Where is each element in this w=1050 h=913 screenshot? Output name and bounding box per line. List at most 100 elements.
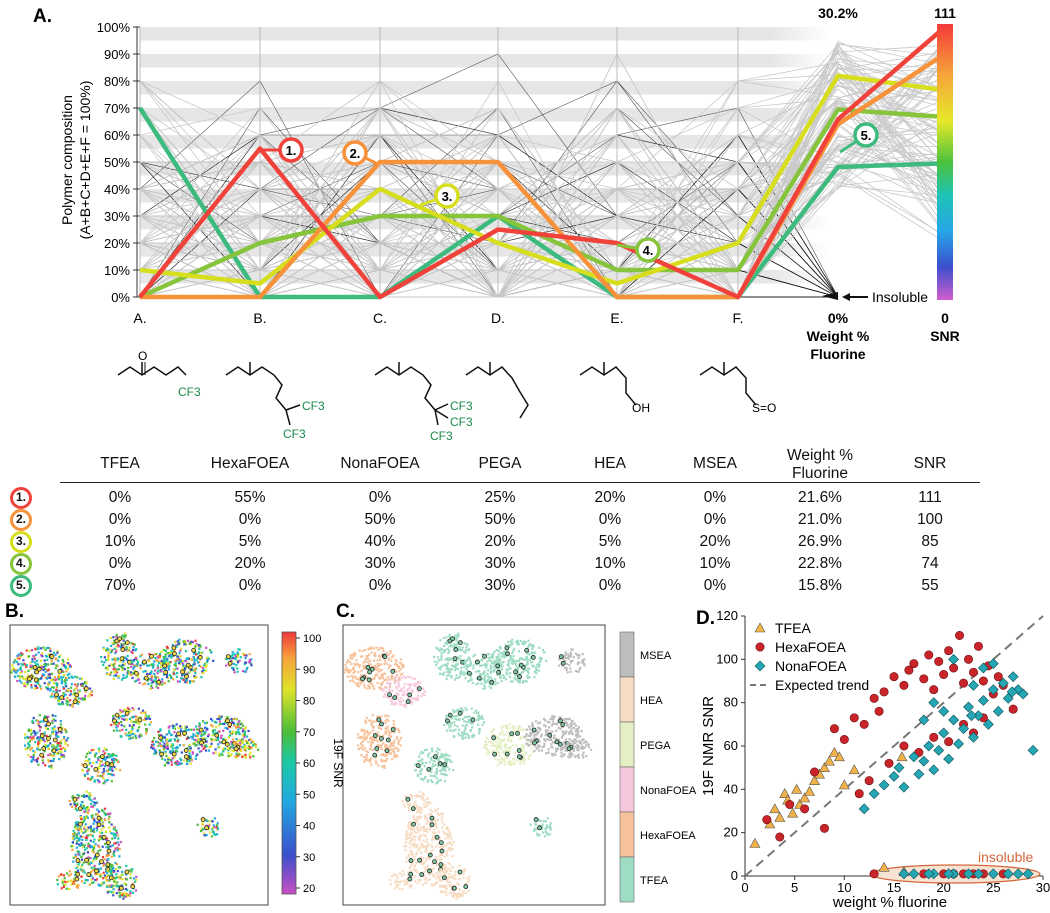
tsne-point-b — [107, 890, 110, 893]
tsne-point-b — [241, 652, 245, 655]
tsne-point-b — [241, 730, 244, 733]
tsne-point-c — [383, 754, 386, 757]
tsne-point-b — [40, 687, 43, 690]
tsne-point-b — [222, 729, 225, 732]
tsne-point-b — [177, 642, 180, 646]
tsne-point-b — [131, 676, 134, 680]
tsne-point-b — [85, 829, 88, 832]
tsne-point-b — [165, 738, 169, 741]
tsne-point-c — [533, 734, 536, 737]
tsne-highlight-b — [59, 695, 65, 700]
pc-badge-circle — [342, 140, 368, 166]
tsne-point-c — [349, 657, 352, 660]
tsne-point-c — [464, 726, 467, 729]
tsne-point-c — [355, 677, 358, 680]
tsne-point-b — [243, 748, 246, 751]
tsne-point-b — [67, 880, 70, 883]
tsne-point-c — [452, 660, 455, 663]
tsne-point-b — [174, 761, 178, 764]
colorbar-tick-label: 50 — [303, 789, 315, 801]
tsne-point-c — [547, 726, 551, 729]
tsne-point-b — [104, 666, 108, 670]
tsne-point-b — [86, 829, 89, 832]
tsne-highlight-b — [39, 752, 45, 758]
tsne-point-c — [527, 645, 530, 648]
tsne-point-c — [433, 660, 436, 663]
tsne-point-c — [483, 684, 486, 688]
tsne-point-b — [184, 643, 187, 646]
tsne-point-b — [203, 832, 206, 835]
tsne-point-c — [390, 752, 393, 755]
tsne-point-b — [110, 663, 113, 666]
tsne-point-c — [581, 658, 584, 662]
tsne-point-c — [412, 835, 415, 838]
tsne-point-c — [522, 658, 525, 661]
tsne-point-b — [127, 666, 130, 669]
tsne-point-c — [408, 833, 411, 836]
tsne-point-c — [445, 773, 448, 777]
tsne-point-c — [491, 678, 494, 681]
tsne-point-c — [522, 747, 525, 750]
tsne-point-b — [158, 749, 161, 752]
tsne-point-c — [515, 664, 518, 667]
tsne-point-b — [76, 837, 80, 840]
tsne-point-b — [252, 740, 255, 744]
tsne-point-b — [153, 752, 156, 755]
tsne-point-c — [544, 719, 547, 722]
tsne-point-b — [91, 850, 94, 853]
tsne-point-b — [112, 888, 115, 891]
tsne-point-b — [227, 747, 230, 750]
tsne-point-c — [420, 763, 424, 766]
tsne-point-c — [395, 687, 398, 690]
tsne-point-b — [33, 661, 37, 664]
tsne-point-c — [421, 692, 424, 696]
tsne-highlight-b — [124, 869, 130, 875]
tsne-point-c — [352, 671, 355, 675]
tsne-point-c — [425, 881, 428, 884]
tsne-point-b — [125, 658, 128, 661]
tsne-point-b — [239, 749, 243, 752]
tsne-point-b — [179, 655, 182, 658]
tsne-point-b — [203, 732, 206, 735]
tsne-point-b — [93, 867, 96, 870]
tsne-point-b — [123, 882, 126, 885]
tsne-point-c — [384, 745, 387, 749]
tsne-point-b — [104, 779, 107, 782]
tsne-point-c — [574, 730, 577, 733]
tsne-point-b — [235, 756, 238, 759]
tsne-point-c — [477, 732, 481, 735]
tsne-highlight-b — [96, 815, 102, 821]
tsne-point-b — [227, 736, 231, 739]
tsne-point-b — [168, 673, 171, 677]
tsne-point-c — [443, 823, 446, 826]
tsne-point-b — [210, 651, 213, 654]
tsne-point-c — [535, 668, 538, 672]
tsne-point-c — [403, 704, 407, 708]
tsne-point-b — [102, 782, 105, 785]
tsne-point-b — [244, 656, 247, 660]
tsne-point-b — [133, 665, 136, 669]
tsne-point-c — [439, 648, 443, 651]
tsne-highlight-c — [515, 730, 520, 736]
tsne-point-b — [158, 730, 161, 733]
tsne-point-b — [32, 749, 35, 752]
tsne-point-b — [81, 835, 84, 838]
tsne-point-c — [510, 726, 513, 730]
tsne-point-b — [103, 807, 107, 810]
tsne-point-c — [398, 685, 401, 688]
tsne-point-c — [445, 852, 448, 855]
tsne-point-b — [219, 736, 223, 740]
tsne-point-b — [207, 749, 211, 752]
tsne-point-b — [86, 772, 89, 775]
tsne-point-b — [182, 664, 185, 667]
tsne-point-c — [582, 738, 585, 741]
tsne-point-c — [387, 719, 390, 722]
tsne-point-c — [506, 738, 509, 741]
tsne-point-c — [457, 648, 460, 652]
tsne-point-b — [69, 873, 73, 876]
tsne-point-b — [179, 734, 182, 737]
tsne-point-b — [91, 805, 94, 808]
tsne-point-b — [235, 663, 238, 667]
tsne-point-c — [549, 717, 552, 721]
tsne-point-c — [365, 654, 368, 658]
